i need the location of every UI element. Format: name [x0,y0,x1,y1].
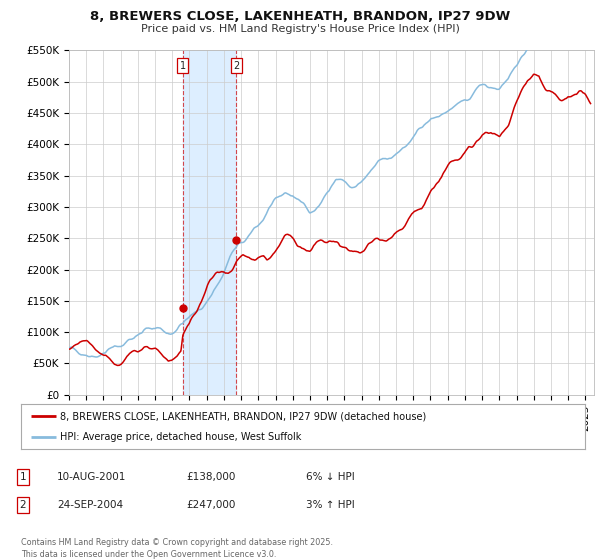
Bar [183,50,236,395]
Text: 24-SEP-2004: 24-SEP-2004 [57,500,123,510]
Text: 10-AUG-2001: 10-AUG-2001 [57,472,127,482]
Text: £138,000: £138,000 [186,472,235,482]
Text: £247,000: £247,000 [186,500,235,510]
Text: 8, BREWERS CLOSE, LAKENHEATH, BRANDON, IP27 9DW (detached house): 8, BREWERS CLOSE, LAKENHEATH, BRANDON, I… [61,412,427,422]
Text: 6% ↓ HPI: 6% ↓ HPI [306,472,355,482]
Text: 3% ↑ HPI: 3% ↑ HPI [306,500,355,510]
Text: 1: 1 [180,61,186,71]
Text: 2: 2 [19,500,26,510]
Text: Contains HM Land Registry data © Crown copyright and database right 2025.
This d: Contains HM Land Registry data © Crown c… [21,538,333,559]
Text: 8, BREWERS CLOSE, LAKENHEATH, BRANDON, IP27 9DW: 8, BREWERS CLOSE, LAKENHEATH, BRANDON, I… [90,10,510,23]
Text: HPI: Average price, detached house, West Suffolk: HPI: Average price, detached house, West… [61,432,302,442]
Text: Price paid vs. HM Land Registry's House Price Index (HPI): Price paid vs. HM Land Registry's House … [140,24,460,34]
Text: 2: 2 [233,61,239,71]
Text: 1: 1 [19,472,26,482]
